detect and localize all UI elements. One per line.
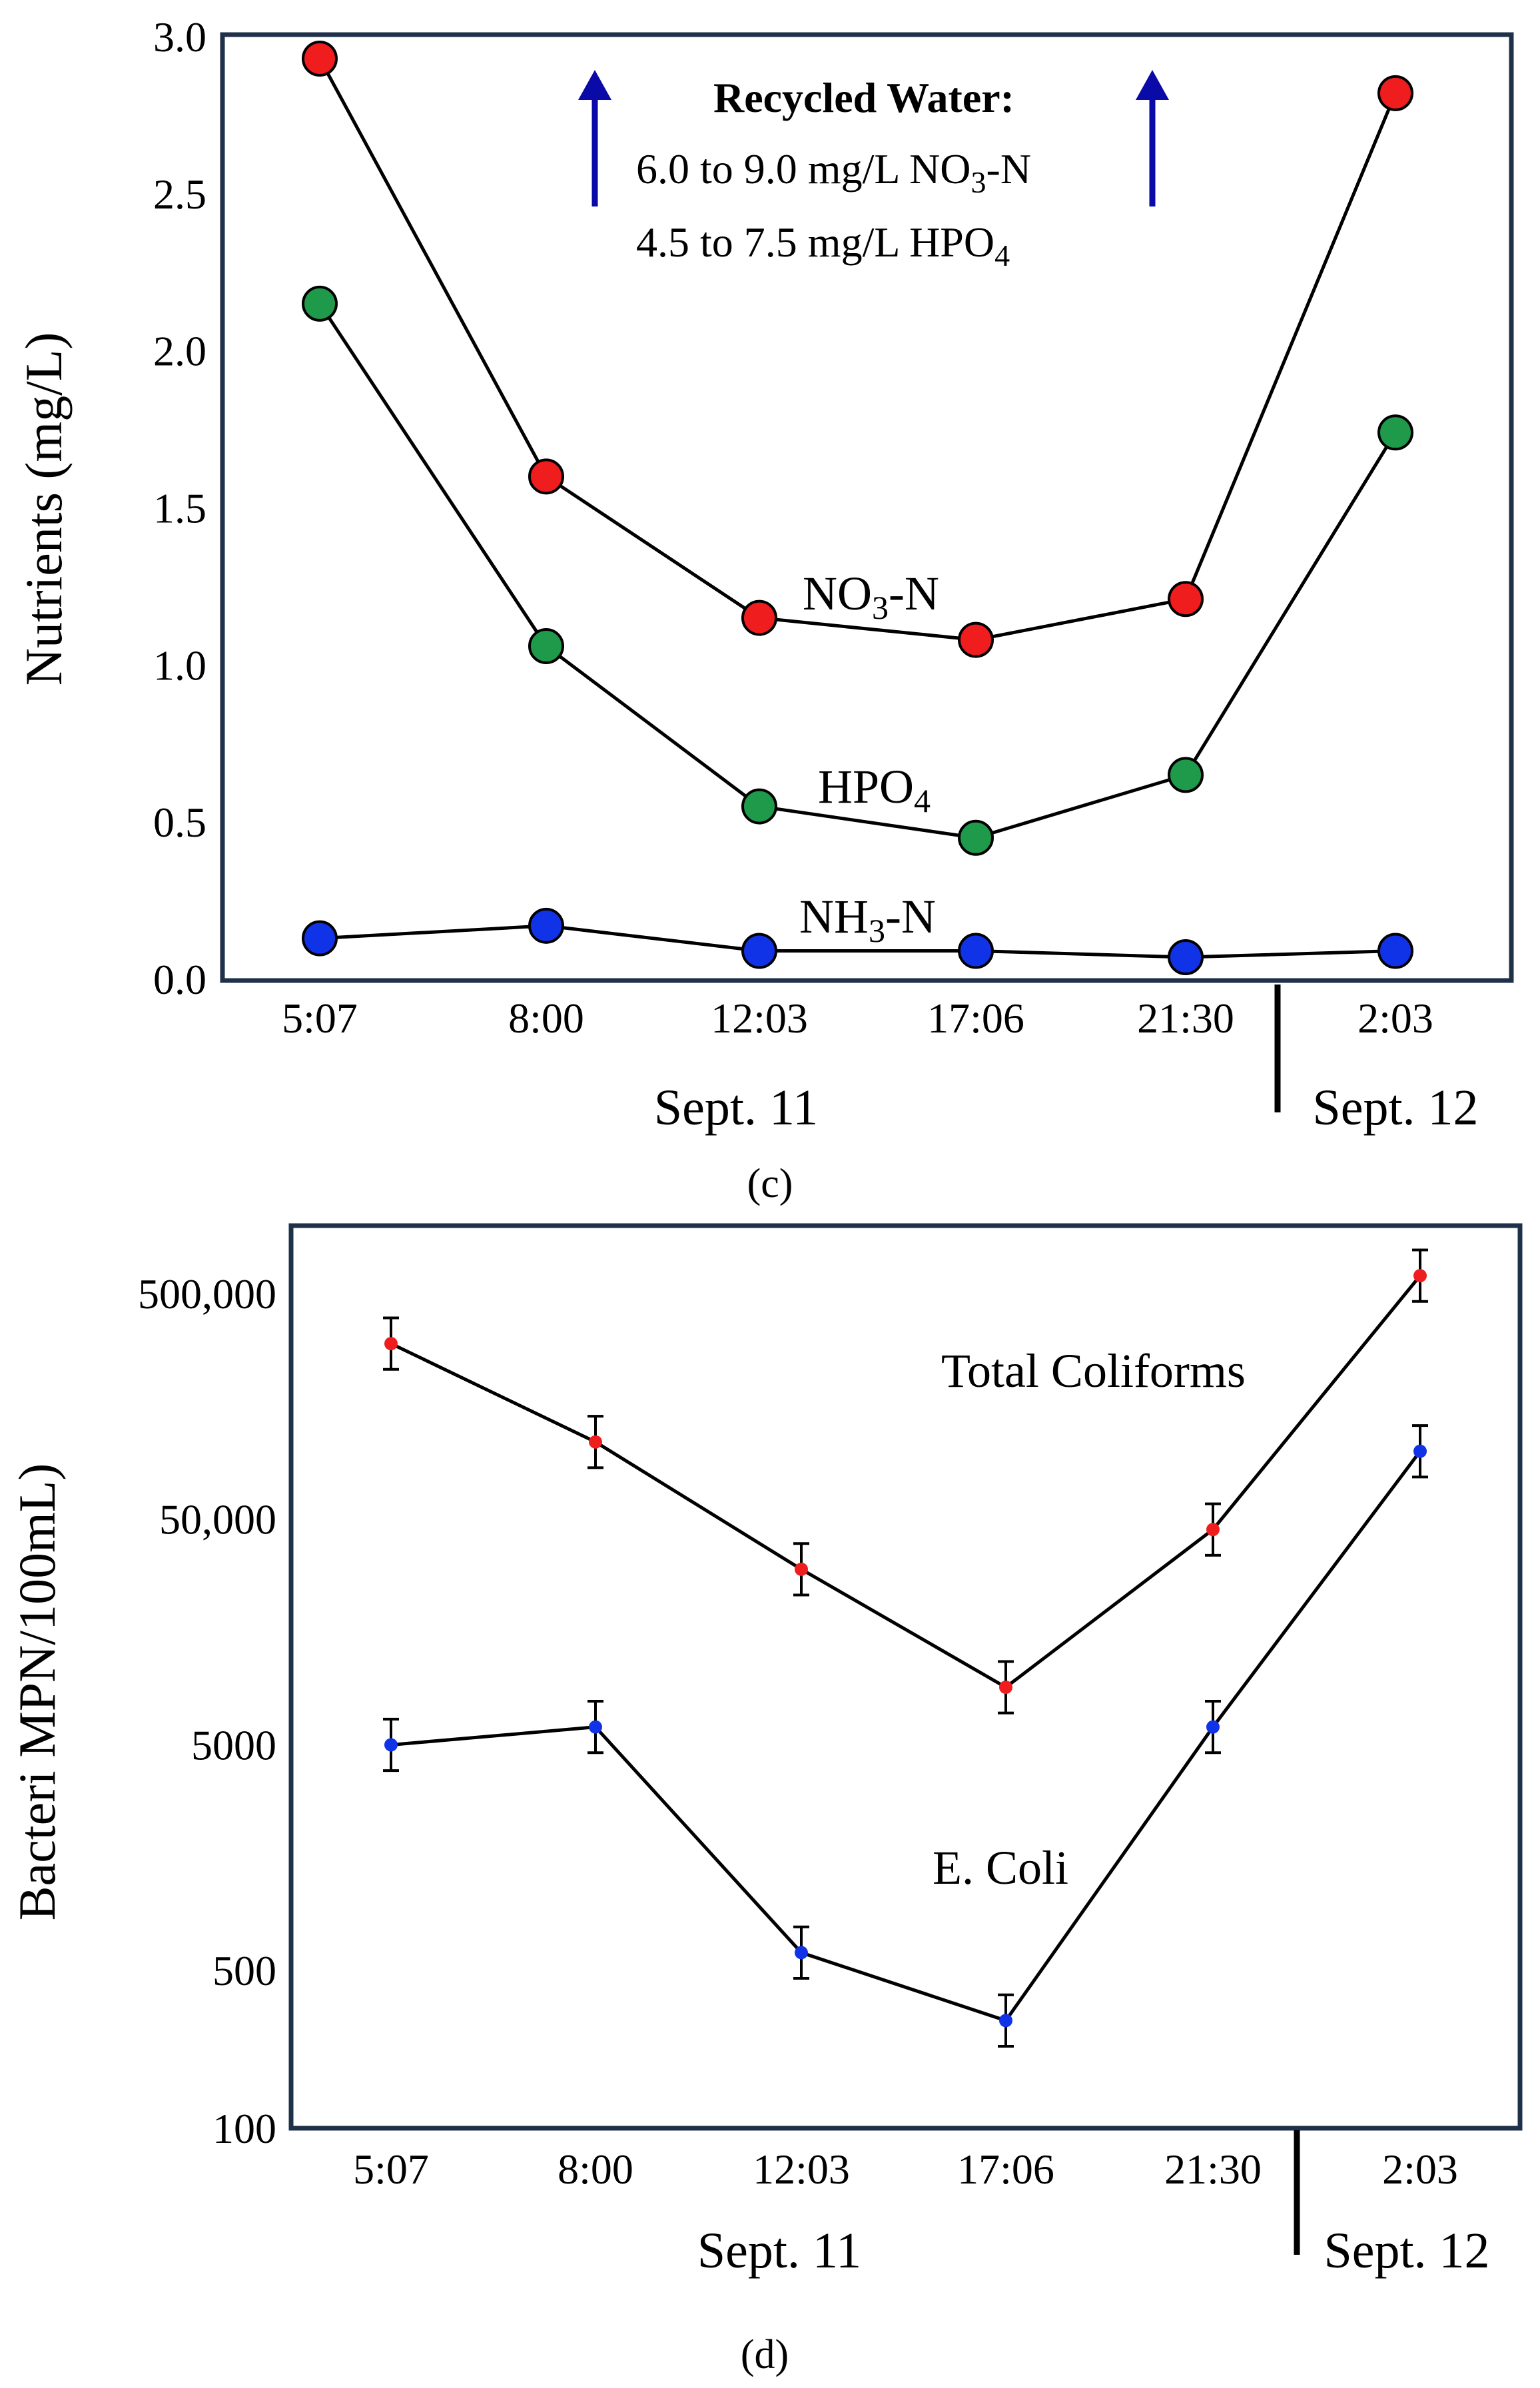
series-line-no3-n (318, 57, 1397, 642)
y-tick-label: 100 (212, 2105, 276, 2152)
x-tick-label: 21:30 (1137, 995, 1234, 1042)
data-point-hpo4 (741, 788, 777, 825)
data-point-hpo4 (958, 819, 994, 856)
x-tick-label: 21:30 (1164, 2146, 1262, 2193)
y-tick-label: 2.5 (153, 171, 206, 218)
data-point-no3-n (1377, 75, 1413, 111)
x-tick-label: 12:03 (711, 995, 808, 1042)
date-label-sept-11: Sept. 11 (697, 2223, 861, 2279)
data-point-e-coli (1206, 1720, 1220, 1734)
date-label-sept-12: Sept. 12 (1312, 1080, 1478, 1136)
data-point-e-coli (1413, 1444, 1427, 1458)
x-tick-label: 8:00 (508, 995, 584, 1042)
data-point-hpo4 (1377, 414, 1413, 451)
data-point-no3-n (528, 458, 564, 495)
data-point-nh3-n (528, 907, 564, 944)
bacteria-plot-frame (288, 1223, 1523, 2131)
data-point-e-coli (999, 2014, 1012, 2028)
data-point-no3-n (1168, 581, 1204, 617)
data-point-nh3-n (1377, 933, 1413, 969)
panel-label-d: (d) (741, 2332, 789, 2377)
series-label-total-coliforms: Total Coliforms (941, 1344, 1246, 1397)
data-point-nh3-n (958, 933, 994, 969)
series-label-e-coli: E. Coli (933, 1841, 1068, 1894)
data-point-total-coliforms (999, 1681, 1012, 1695)
series-line-hpo4 (318, 302, 1397, 840)
series-label-hpo4: HPO4 (818, 760, 931, 819)
data-point-hpo4 (1168, 757, 1204, 793)
annotation-line-hpo4: 4.5 to 7.5 mg/L HPO4 (636, 218, 1010, 272)
data-point-nh3-n (302, 920, 338, 957)
x-tick-label: 5:07 (282, 995, 358, 1042)
y-tick-label: 500,000 (138, 1270, 276, 1318)
panel-label-c: (c) (747, 1161, 793, 1206)
series-label-nh3-n: NH3-N (799, 890, 936, 949)
x-tick-label: 2:03 (1357, 995, 1433, 1042)
data-point-hpo4 (528, 628, 564, 665)
nutrients-plot-frame (220, 32, 1514, 983)
data-point-total-coliforms (795, 1562, 808, 1576)
series-line-nh3-n (319, 924, 1396, 959)
y-tick-label: 50,000 (159, 1496, 276, 1543)
y-tick-label: 3.0 (153, 13, 206, 61)
bacteria-chart: 100 500 5000 50,000 500,000 5:07 8:00 12:03 17:… (8, 1223, 1523, 2377)
y-tick-label: 5000 (191, 1721, 276, 1769)
data-point-total-coliforms (1206, 1523, 1220, 1537)
x-tick-label: 17:06 (927, 995, 1024, 1042)
series-line-total-coliforms (390, 1274, 1421, 1689)
y-tick-label: 1.0 (153, 641, 206, 689)
y-tick-label: 500 (212, 1947, 276, 1994)
data-point-nh3-n (741, 933, 777, 969)
data-point-no3-n (741, 599, 777, 636)
annotation-arrow-right-head (1136, 70, 1169, 100)
recycled-water-annotation: Recycled Water: 6.0 to 9.0 mg/L NO3-N 4.… (578, 70, 1169, 272)
x-tick-label: 12:03 (753, 2146, 850, 2193)
data-point-e-coli (589, 1720, 602, 1734)
x-tick-label: 8:00 (558, 2146, 633, 2193)
annotation-arrow-left-head (578, 70, 611, 100)
series-label-no3-n: NO3-N (803, 567, 939, 626)
annotation-title: Recycled Water: (713, 74, 1014, 121)
nutrients-chart: 0.0 0.5 1.0 1.5 2.0 2.5 3.0 5:07 8:00 12:03 17:06… (15, 13, 1514, 1206)
y-tick-label: 0.5 (153, 799, 206, 846)
bacteria-y-axis-title: Bacteri MPN/100mL) (8, 1463, 66, 1921)
nutrients-y-axis-title: Nutrients (mg/L) (15, 332, 73, 686)
y-tick-label: 0.0 (153, 956, 206, 1003)
data-point-hpo4 (302, 285, 338, 322)
date-label-sept-12: Sept. 12 (1324, 2223, 1489, 2279)
series-line-e-coli (390, 1450, 1421, 2023)
y-tick-label: 2.0 (153, 328, 206, 375)
data-point-e-coli (384, 1738, 398, 1752)
y-tick-label: 1.5 (153, 485, 206, 532)
data-point-e-coli (795, 1946, 808, 1960)
x-tick-label: 5:07 (353, 2146, 429, 2193)
x-tick-label: 17:06 (957, 2146, 1054, 2193)
data-point-total-coliforms (384, 1337, 398, 1351)
data-point-nh3-n (1168, 939, 1204, 975)
data-point-no3-n (302, 41, 338, 77)
data-point-total-coliforms (589, 1435, 602, 1449)
x-tick-label: 2:03 (1382, 2146, 1458, 2193)
data-point-no3-n (958, 621, 994, 658)
annotation-line-no3: 6.0 to 9.0 mg/L NO3-N (636, 145, 1031, 199)
date-label-sept-11: Sept. 11 (654, 1080, 818, 1136)
data-point-total-coliforms (1413, 1269, 1427, 1283)
